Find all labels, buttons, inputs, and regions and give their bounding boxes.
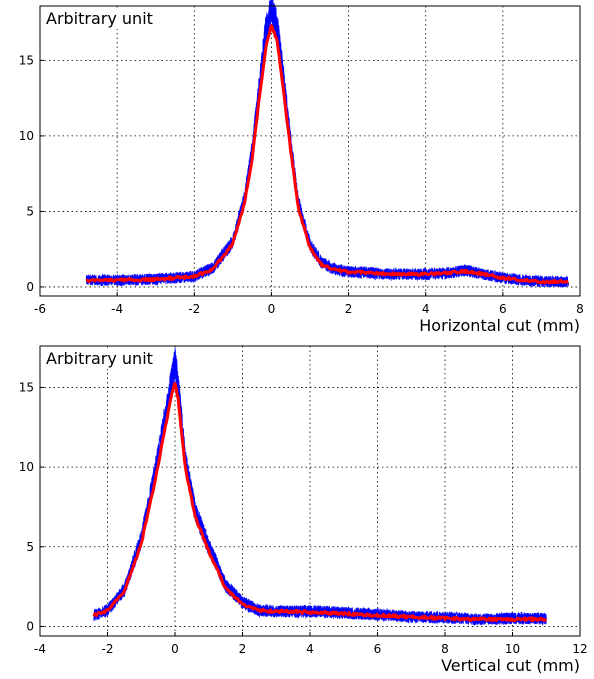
- chart-top-y-axis-title-background: [44, 8, 155, 29]
- chart-top-noisy-trace: [85, 7, 569, 288]
- chart-bottom-y-tick-label: 5: [26, 540, 34, 554]
- chart-top-y-tick-label: 5: [26, 204, 34, 218]
- chart-top-x-tick-label: 0: [268, 302, 276, 316]
- chart-top-x-tick-label: -6: [34, 302, 46, 316]
- chart-top-noisy-trace: [85, 0, 569, 288]
- chart-bottom-noisy-trace: [93, 347, 547, 626]
- chart-bottom-y-tick-label: 0: [26, 619, 34, 633]
- chart-bottom-x-tick-label: 0: [171, 642, 179, 656]
- chart-top-x-axis-title: Horizontal cut (mm): [419, 316, 580, 335]
- vertical-cut-chart: -4 -2 0 2 4 6 8 10 12 0 5 10 15 Arbitrary unit Vertica…: [19, 345, 588, 675]
- chart-bottom-x-tick-label: 12: [572, 642, 587, 656]
- chart-top-x-tick-label: 2: [345, 302, 353, 316]
- chart-bottom-mean-line: [92, 382, 548, 623]
- chart-bottom-y-tick-label: 10: [19, 460, 34, 474]
- chart-top-y-tick-label: 15: [19, 53, 34, 67]
- chart-top-x-tick-label: -4: [111, 302, 123, 316]
- chart-bottom-x-axis-title: Vertical cut (mm): [441, 656, 580, 675]
- chart-top-x-tick-label: -2: [188, 302, 200, 316]
- horizontal-cut-chart: -6 -4 -2 0 2 4 6 8 0 5 10 15 Arbitrary unit Horizonta…: [19, 0, 584, 335]
- chart-bottom-noisy-trace: [93, 355, 547, 626]
- chart-top-y-tick-label: 0: [26, 280, 34, 294]
- chart-top-mean-line: [85, 24, 570, 285]
- chart-bottom-x-tick-label: 4: [306, 642, 314, 656]
- chart-bottom-x-tick-label: 8: [441, 642, 449, 656]
- chart-bottom-x-tick-label: 2: [239, 642, 247, 656]
- chart-top-y-axis-title: Arbitrary unit: [46, 9, 153, 28]
- chart-top-x-tick-label: 6: [499, 302, 507, 316]
- chart-bottom-x-tick-label: 10: [505, 642, 520, 656]
- chart-bottom-noisy-trace: [93, 352, 547, 625]
- chart-top-x-tick-label: 4: [422, 302, 430, 316]
- chart-top-y-tick-label: 10: [19, 129, 34, 143]
- chart-top-x-tick-label: 8: [576, 302, 584, 316]
- chart-bottom-x-tick-label: -2: [102, 642, 114, 656]
- chart-bottom-x-tick-label: -4: [34, 642, 46, 656]
- chart-bottom-y-tick-label: 15: [19, 380, 34, 394]
- chart-bottom-x-tick-label: 6: [374, 642, 382, 656]
- chart-top-plot-frame: [39, 5, 581, 297]
- chart-bottom-noisy-trace: [93, 350, 547, 625]
- chart-bottom-y-axis-title: Arbitrary unit: [46, 349, 153, 368]
- chart-bottom-y-axis-title-background: [44, 348, 155, 369]
- chart-top-noisy-trace: [85, 0, 569, 288]
- chart-top-noisy-trace: [85, 0, 569, 288]
